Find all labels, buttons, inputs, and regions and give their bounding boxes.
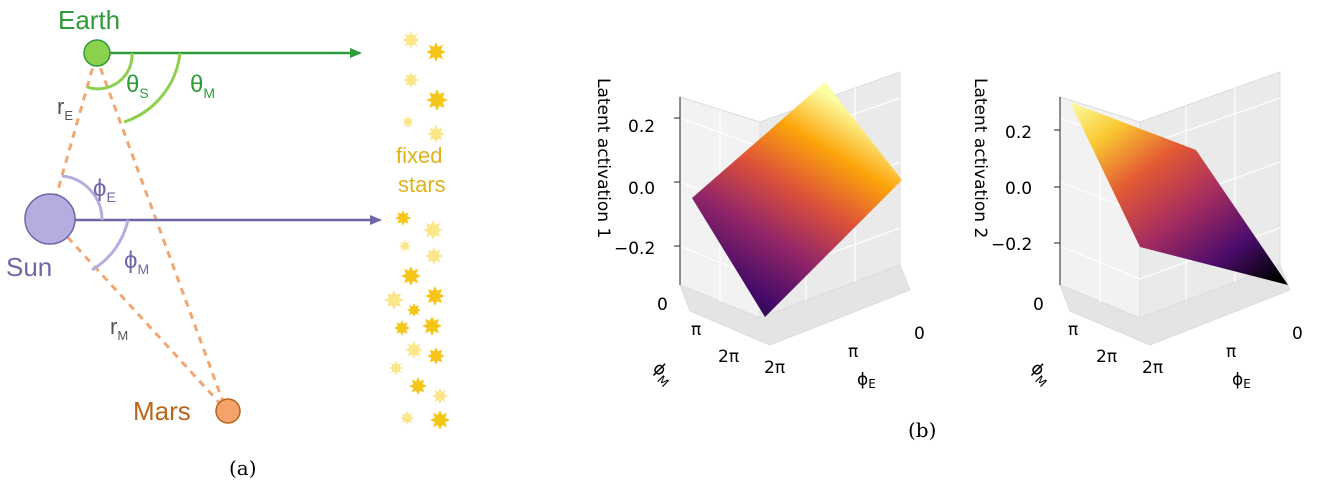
x-axis-label-2: ϕE xyxy=(1232,370,1251,391)
star-icon xyxy=(403,72,419,88)
panel-a: Earth Sun Mars rE rM θS θM ϕE ϕM fixed s… xyxy=(6,5,450,480)
x-axis-label-1: ϕE xyxy=(857,370,876,391)
star-icon xyxy=(402,31,420,49)
star-icon xyxy=(426,89,448,111)
star-icon xyxy=(425,286,445,306)
z-tick-1-top: 0.2 xyxy=(628,117,655,137)
fixed-stars-label-line2: stars xyxy=(398,172,446,197)
z-tick-2-mid: 0.0 xyxy=(1005,179,1032,199)
z-tick-2-top: 0.2 xyxy=(1005,123,1032,143)
earth-label: Earth xyxy=(58,5,120,35)
y-tick-2-2pi: 2π xyxy=(1096,347,1117,367)
floor-pane-2 xyxy=(1059,264,1291,346)
y-tick-1-2pi: 2π xyxy=(718,347,739,367)
z-tick-2-bottom: −0.2 xyxy=(991,235,1032,255)
star-icon xyxy=(407,303,421,317)
star-icon xyxy=(427,347,445,365)
x-tick-1-2pi: 2π xyxy=(764,358,785,378)
star-icon xyxy=(430,410,450,430)
r-e-label: rE xyxy=(57,94,73,123)
earth-mars-dashed-line xyxy=(94,55,228,411)
star-icon xyxy=(384,290,404,310)
star-icon xyxy=(409,377,427,395)
mars-label: Mars xyxy=(133,396,191,426)
surface-2 xyxy=(1070,102,1288,285)
y-tick-1-pi: π xyxy=(691,320,701,340)
x-tick-2-0: 0 xyxy=(1292,324,1303,344)
theta-m-arc xyxy=(123,52,182,124)
sun-label: Sun xyxy=(6,252,52,282)
x-tick-2-2pi: 2π xyxy=(1142,358,1163,378)
fixed-stars-label-line1: fixed xyxy=(396,143,442,168)
star-icon xyxy=(399,240,411,252)
caption-b: (b) xyxy=(908,418,936,442)
phi-e-label: ϕE xyxy=(93,175,116,205)
mars-circle xyxy=(215,398,241,424)
theta-s-arc xyxy=(86,52,134,91)
x-tick-1-0: 0 xyxy=(914,324,925,344)
y-axis-label-1: ϕM xyxy=(646,358,678,390)
sun-circle xyxy=(24,193,76,245)
y-axis-label-2: ϕM xyxy=(1024,358,1056,390)
star-icon xyxy=(394,320,410,336)
star-icon xyxy=(395,210,411,226)
floor-pane xyxy=(679,264,911,346)
z-tick-1-bottom: −0.2 xyxy=(614,239,655,259)
r-m-label: rM xyxy=(110,314,128,343)
star-icon xyxy=(401,266,421,286)
star-icon xyxy=(427,125,445,143)
x-tick-1-pi: π xyxy=(848,342,858,362)
earth-circle xyxy=(83,39,111,67)
fixed-stars-group xyxy=(384,31,450,430)
star-icon xyxy=(422,316,442,336)
star-icon xyxy=(389,361,403,375)
theta-s-label: θS xyxy=(126,71,149,101)
earth-sun-dashed-line xyxy=(48,55,98,219)
caption-a: (a) xyxy=(229,456,257,480)
phi-e-arc xyxy=(61,174,104,221)
star-icon xyxy=(425,247,443,265)
star-icon xyxy=(432,388,448,404)
x-tick-2-pi: π xyxy=(1226,342,1236,362)
star-icon xyxy=(405,341,423,359)
surface-1 xyxy=(692,82,902,317)
surface-plot-2: 0.2 0.0 −0.2 Latent activation 2 0 π 2π … xyxy=(970,71,1303,391)
z-axis-label-1: Latent activation 1 xyxy=(593,78,613,238)
star-icon xyxy=(402,116,414,128)
z-axis-label-2: Latent activation 2 xyxy=(970,78,990,238)
sun-mars-dashed-line xyxy=(48,216,228,412)
star-icon xyxy=(423,220,443,240)
phi-m-arc xyxy=(91,219,130,272)
surface-plot-1: 0.2 0.0 −0.2 Latent activation 1 0 π 2π … xyxy=(593,71,925,391)
star-icon xyxy=(400,411,414,425)
y-tick-2-pi: π xyxy=(1068,320,1078,340)
y-tick-2-0: 0 xyxy=(1033,295,1044,315)
star-icon xyxy=(426,42,446,62)
y-tick-1-0: 0 xyxy=(657,295,668,315)
theta-m-label: θM xyxy=(190,71,215,101)
z-tick-1-mid: 0.0 xyxy=(628,179,655,199)
phi-m-label: ϕM xyxy=(124,247,149,277)
